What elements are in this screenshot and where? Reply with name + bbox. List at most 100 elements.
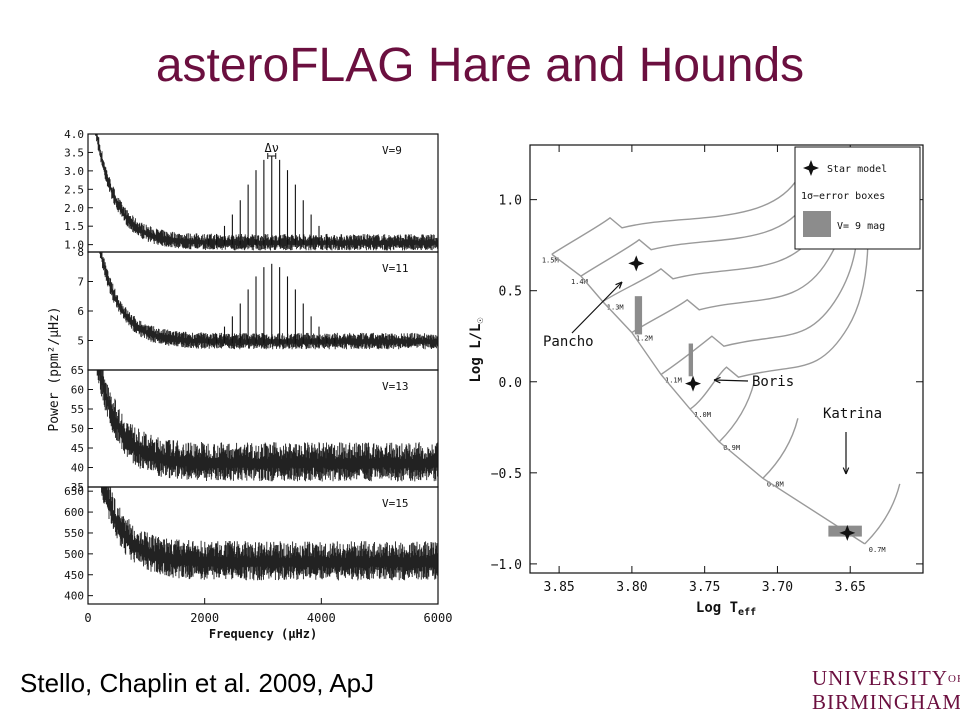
label-arrow: [713, 379, 749, 382]
zams-line: [551, 253, 866, 545]
y-tick-label: 8: [77, 246, 84, 259]
panel-label: V=9: [382, 144, 402, 157]
y-tick-label: 60: [71, 384, 84, 397]
panel-frame: [87, 369, 439, 488]
spectrum-trace: [99, 252, 439, 350]
y-tick-label: 2.5: [64, 183, 84, 196]
y-tick-label: 550: [64, 527, 84, 540]
x-tick-label: 6000: [424, 611, 453, 625]
track-mass-label: 1.1M: [665, 376, 682, 384]
panel-label: V=13: [382, 380, 409, 393]
track-mass-label: 1.4M: [571, 278, 588, 286]
spectrum-trace: [96, 370, 439, 482]
spectrum-trace: [95, 134, 439, 251]
star-model-marker: [685, 375, 702, 392]
star-model-marker: [628, 255, 645, 272]
track-mass-label: 1.2M: [636, 335, 653, 343]
y-tick-label: 40: [71, 462, 84, 475]
y-tick-label: 600: [64, 506, 84, 519]
star-name-label: Katrina: [823, 406, 882, 422]
evolution-track: [580, 149, 829, 277]
panel-frame: [87, 133, 439, 253]
x-tick-label: 3.65: [835, 580, 866, 595]
star-model-marker: [839, 524, 856, 541]
track-mass-label: 0.8M: [767, 480, 784, 488]
track-mass-label: 1.5M: [542, 256, 559, 264]
legend-box: [794, 146, 921, 250]
delta-nu-label: Δν: [265, 141, 279, 155]
x-axis-label: Log Teff: [696, 600, 756, 618]
legend-error-label: 1σ−error boxes: [801, 191, 885, 202]
plot-frame: [529, 144, 924, 574]
slide-title: asteroFLAG Hare and Hounds: [155, 39, 805, 92]
panel-label: V=15: [382, 497, 409, 510]
x-tick-label: 2000: [190, 611, 219, 625]
legend-star-label: Star model: [827, 164, 887, 175]
y-tick-label: 3.5: [64, 146, 84, 159]
y-tick-label: 35: [71, 481, 84, 494]
y-tick-label: 1.0: [499, 194, 522, 209]
evolution-track: [551, 149, 819, 255]
y-tick-label: 2.0: [64, 202, 84, 215]
y-tick-label: −1.0: [491, 558, 522, 573]
y-tick-label: 0.0: [499, 376, 522, 391]
x-tick-label: 3.85: [543, 580, 574, 595]
track-mass-label: 0.7M: [869, 546, 886, 554]
label-arrowhead: [713, 376, 721, 384]
track-mass-label: 0.9M: [723, 444, 740, 452]
x-tick-label: 3.70: [762, 580, 793, 595]
label-arrow: [571, 281, 623, 334]
panel-frame: [87, 486, 439, 605]
y-tick-label: 3.0: [64, 165, 84, 178]
star-name-label: Pancho: [543, 334, 594, 350]
track-mass-label: 1.3M: [607, 304, 624, 312]
y-tick-label: 6: [77, 305, 84, 318]
logo-line2: BIRMINGHAM: [812, 690, 960, 714]
error-box: [828, 525, 862, 537]
logo-of: OF: [948, 673, 960, 685]
label-arrowhead: [615, 281, 623, 289]
x-tick-label: 0: [84, 611, 91, 625]
evolution-track: [718, 381, 755, 443]
y-tick-label: 500: [64, 548, 84, 561]
error-box: [688, 343, 694, 377]
x-axis-label-subscript: eff: [738, 607, 756, 618]
legend-swatch: [803, 211, 831, 237]
y-tick-label: 45: [71, 442, 84, 455]
y-axis-label: Power (ppm²/μHz): [47, 306, 62, 431]
evolution-track: [762, 418, 799, 479]
y-tick-label: 65: [71, 364, 84, 377]
x-tick-label: 3.75: [689, 580, 720, 595]
logo-line1: UNIVERSITY: [812, 666, 948, 690]
spectrum-trace: [101, 487, 439, 581]
y-tick-label: 55: [71, 403, 84, 416]
panel-frame: [87, 251, 439, 371]
y-tick-label: 7: [77, 276, 84, 289]
track-mass-label: 1.0M: [694, 411, 711, 419]
evolution-track: [631, 149, 849, 334]
y-tick-label: 1.0: [64, 239, 84, 252]
y-tick-label: 50: [71, 423, 84, 436]
y-tick-label: 650: [64, 485, 84, 498]
citation: Stello, Chaplin et al. 2009, ApJ: [20, 668, 375, 698]
star-name-label: Boris: [752, 374, 794, 390]
label-arrowhead: [842, 467, 850, 475]
evolution-track: [660, 149, 859, 376]
y-tick-label: 400: [64, 590, 84, 603]
x-tick-label: 3.80: [616, 580, 647, 595]
x-axis-label: Frequency (μHz): [209, 627, 317, 641]
legend-box-label: V= 9 mag: [837, 221, 885, 232]
error-box: [634, 296, 643, 335]
y-tick-label: −0.5: [491, 467, 522, 482]
panel-label: V=11: [382, 262, 409, 275]
delta-nu-marker: [267, 153, 277, 159]
y-tick-label: 0.5: [499, 285, 522, 300]
y-axis-label-subscript: ☉: [475, 317, 486, 323]
university-logo: UNIVERSITYOF BIRMINGHAM: [812, 666, 960, 714]
y-tick-label: 5: [77, 335, 84, 348]
y-tick-label: 4.0: [64, 128, 84, 141]
legend-star-marker: [803, 160, 819, 176]
evolution-track: [689, 149, 869, 410]
evolution-track: [602, 149, 839, 303]
